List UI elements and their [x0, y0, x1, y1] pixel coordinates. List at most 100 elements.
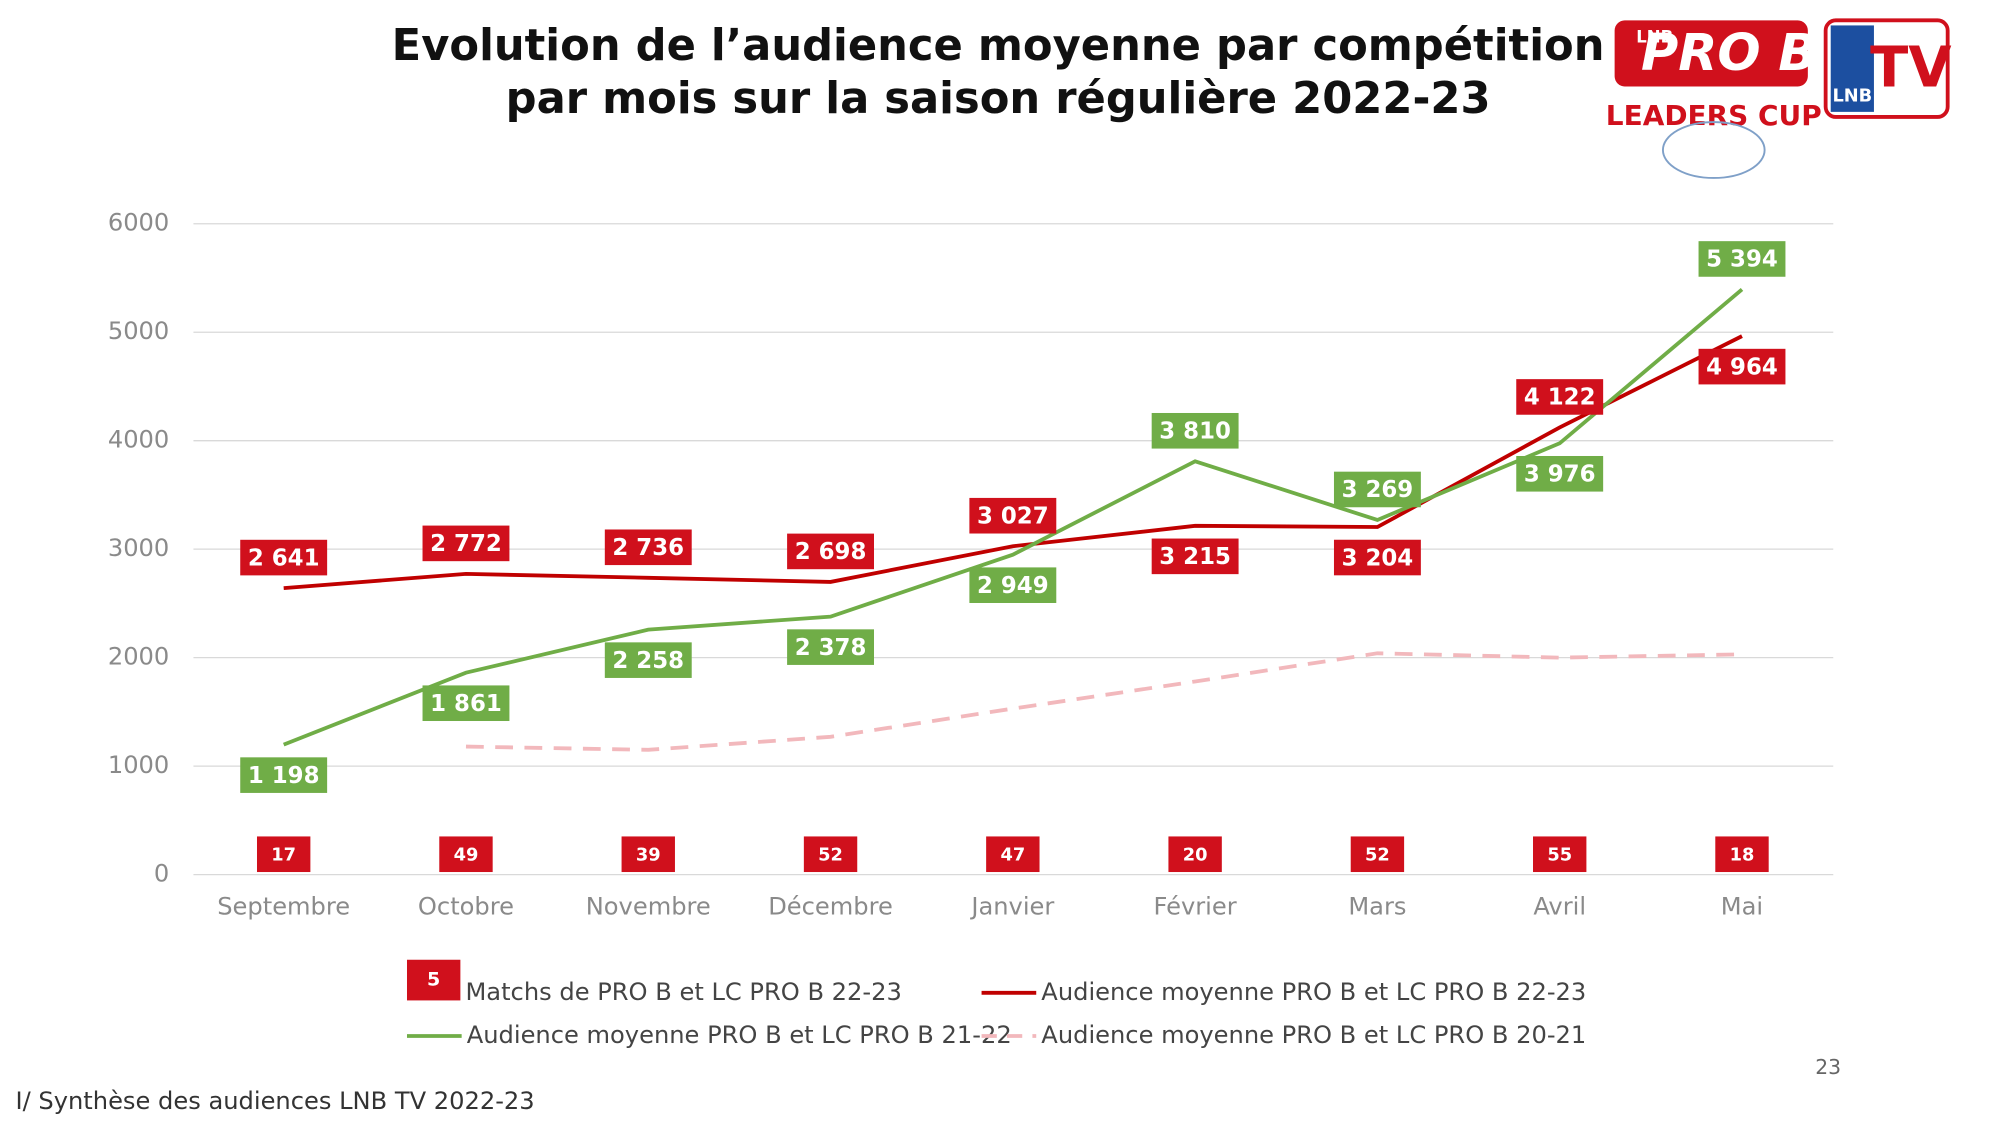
data-label-group: 2 772 — [422, 525, 510, 562]
data-label: 3 215 — [1159, 544, 1231, 570]
data-label-group: 4 964 — [1698, 348, 1786, 385]
data-label: 2 736 — [612, 535, 684, 561]
data-label-group: 2 641 — [240, 539, 328, 576]
logo-box — [1614, 20, 1808, 87]
x-tick-label: Avril — [1533, 893, 1586, 921]
data-label-box — [240, 757, 328, 793]
y-tick-label: 4000 — [108, 426, 169, 454]
data-label: 5 394 — [1706, 247, 1778, 273]
data-label: 2 698 — [795, 539, 867, 565]
match-label: 20 — [1183, 845, 1208, 866]
data-label: 3 976 — [1524, 462, 1596, 488]
y-tick-label: 5000 — [108, 317, 169, 345]
x-tick-label: Février — [1154, 893, 1237, 921]
data-label-group: 3 204 — [1333, 539, 1421, 576]
match-box — [1715, 836, 1769, 873]
match-label: 52 — [818, 845, 843, 866]
legend-swatch — [406, 959, 461, 1001]
legend-sample: 5 — [427, 969, 440, 991]
data-label: 4 964 — [1706, 354, 1778, 380]
data-label-group: 3 027 — [969, 497, 1057, 534]
series-line — [282, 288, 1744, 747]
data-label-box — [240, 539, 328, 576]
match-group: 49 — [439, 836, 493, 873]
data-label-box — [969, 567, 1057, 603]
match-label: 55 — [1547, 845, 1572, 866]
data-label-box — [1698, 241, 1786, 277]
legend-label: Audience moyenne PRO B et LC PRO B 22-23 — [1041, 978, 1586, 1006]
legend-label: Matchs de PRO B et LC PRO B 22-23 — [465, 978, 901, 1006]
match-group: 18 — [1715, 836, 1769, 873]
page-number: 23 — [1815, 1055, 1841, 1079]
data-label-box — [604, 529, 692, 566]
logo-box — [1830, 25, 1874, 112]
logos: LNB PRO B LEADERS CUP LNB TV — [1606, 18, 1952, 179]
data-label-box — [969, 497, 1057, 534]
logo-text: LNB — [1832, 86, 1872, 107]
data-label: 1 861 — [430, 691, 502, 717]
logo-text: LNB — [1636, 28, 1673, 47]
match-box — [1350, 836, 1405, 873]
y-tick-label: 6000 — [108, 209, 169, 237]
match-box — [1168, 836, 1222, 873]
match-label: 49 — [454, 845, 479, 866]
data-label-box — [1516, 379, 1604, 415]
data-label-box — [787, 533, 874, 570]
title-line: Evolution de l’audience moyenne par comp… — [392, 21, 1605, 71]
data-label-group: 2 736 — [604, 529, 692, 566]
match-label: 18 — [1730, 845, 1755, 866]
match-group: 47 — [986, 836, 1040, 873]
data-label-group: 2 698 — [787, 533, 874, 570]
legend-label: Audience moyenne PRO B et LC PRO B 20-21 — [1041, 1021, 1586, 1049]
data-label-box — [1333, 471, 1421, 508]
data-label: 2 258 — [612, 648, 684, 674]
data-label-box — [422, 525, 510, 562]
data-label-group: 2 378 — [787, 629, 874, 665]
x-tick-label: Mars — [1348, 893, 1406, 921]
data-label: 4 122 — [1524, 385, 1596, 411]
x-tick-label: Mai — [1721, 893, 1763, 921]
data-label: 3 810 — [1159, 419, 1231, 445]
data-label: 1 198 — [248, 763, 320, 789]
data-label-box — [1333, 539, 1421, 576]
x-tick-label: Décembre — [768, 893, 893, 921]
match-label: 52 — [1365, 845, 1390, 866]
data-label-group: 2 258 — [604, 642, 692, 678]
data-label-group: 3 976 — [1516, 455, 1604, 492]
x-tick-label: Octobre — [418, 893, 514, 921]
match-group: 52 — [1350, 836, 1405, 873]
match-label: 47 — [1000, 845, 1025, 866]
data-label: 3 204 — [1342, 545, 1414, 571]
data-label-box — [604, 642, 692, 678]
data-label: 2 949 — [977, 573, 1049, 599]
match-label: 39 — [636, 845, 661, 866]
series-line — [283, 334, 1743, 590]
match-box — [621, 836, 675, 873]
data-label-group: 3 810 — [1151, 412, 1239, 449]
logo-text: TV — [1870, 35, 1951, 100]
y-tick-label: 3000 — [108, 534, 169, 562]
data-label-box — [1516, 455, 1604, 492]
data-label-group: 4 122 — [1516, 379, 1604, 415]
data-label-box — [1151, 538, 1239, 575]
match-box — [256, 836, 311, 873]
data-label-box — [1698, 348, 1786, 385]
x-tick-label: Janvier — [969, 893, 1054, 921]
data-label: 2 641 — [248, 545, 320, 571]
match-group: 39 — [621, 836, 675, 873]
match-group: 55 — [1533, 836, 1587, 873]
data-label-group: 3 269 — [1333, 471, 1421, 508]
series-line — [465, 651, 1743, 752]
logo-ring — [1661, 121, 1766, 179]
match-label: 17 — [271, 845, 296, 866]
data-label-box — [787, 629, 874, 665]
data-label: 3 269 — [1342, 477, 1414, 503]
data-label: 2 772 — [430, 531, 502, 557]
x-tick-label: Septembre — [217, 893, 350, 921]
legend-label: Audience moyenne PRO B et LC PRO B 21-22 — [467, 1021, 1012, 1049]
match-box — [986, 836, 1040, 873]
logo-text: LEADERS CUP — [1606, 99, 1822, 132]
x-tick-label: Novembre — [586, 893, 711, 921]
match-box — [803, 836, 858, 873]
